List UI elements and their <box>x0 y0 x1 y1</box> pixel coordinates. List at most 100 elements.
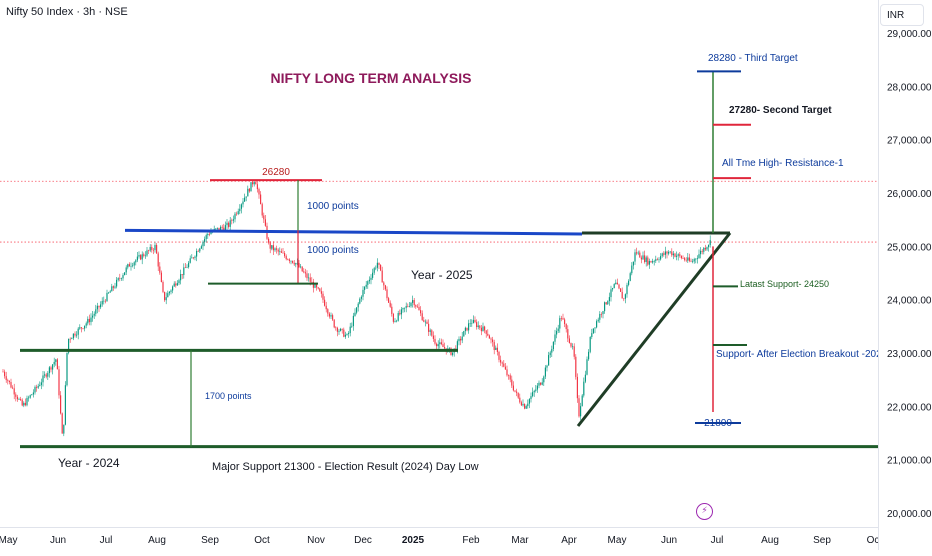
time-axis-ticks: May Jun Jul Aug Sep Oct Nov Dec 2025 Feb Mar Apr May… <box>0 535 879 546</box>
candle-body <box>53 361 55 365</box>
candle-body <box>340 328 342 331</box>
candle-body <box>308 277 310 279</box>
third-target-label: 28280 - Third Target <box>708 53 798 64</box>
candle-body <box>658 259 660 261</box>
candle-body <box>93 313 95 316</box>
candle-body <box>541 382 543 385</box>
currency-selector[interactable]: INR <box>880 4 924 26</box>
candle-body <box>434 338 436 344</box>
candle-body <box>50 367 52 370</box>
candle-body <box>135 260 137 263</box>
candle-body <box>92 315 94 318</box>
candle-body <box>440 342 442 345</box>
candle-body <box>589 337 591 352</box>
candle-body <box>698 254 700 259</box>
candle-body <box>159 266 161 273</box>
candle-body <box>248 188 250 192</box>
candle-body <box>312 281 314 288</box>
time-tick-label: 2025 <box>402 535 425 546</box>
candle-body <box>530 396 532 400</box>
candle-body <box>472 319 474 324</box>
time-tick-label: Mar <box>511 535 529 546</box>
candle-body <box>260 194 262 205</box>
candle-body <box>322 293 324 300</box>
candle-body <box>285 256 287 260</box>
candle-body <box>549 352 551 356</box>
candle-body <box>216 227 218 229</box>
candle-body <box>580 406 582 417</box>
candle-body <box>303 271 305 273</box>
candle-body <box>15 394 17 397</box>
candle-body <box>389 302 391 307</box>
price-axis[interactable]: 29,000.00 28,000.00 27,000.00 26,000.00 25,0… <box>878 0 932 550</box>
time-tick-label: Aug <box>761 535 779 546</box>
candle-body <box>508 375 510 376</box>
price-tick-label: 28,000.00 <box>887 82 932 93</box>
candle-body <box>626 284 628 295</box>
candle-body <box>122 275 124 279</box>
candle-body <box>8 380 10 383</box>
candle-body <box>232 219 234 221</box>
candle-body <box>45 374 47 377</box>
candle-body <box>231 220 233 221</box>
candle-body <box>317 287 319 289</box>
time-axis[interactable]: May Jun Jul Aug Sep Oct Nov Dec 2025 Feb Mar Apr May… <box>0 527 879 551</box>
candle-body <box>85 323 87 326</box>
candle-body <box>623 298 625 300</box>
candle-body <box>304 272 306 274</box>
candle-body <box>170 290 172 292</box>
latest-support-label: Latast Support- 24250 <box>740 279 829 289</box>
candle-body <box>431 330 433 336</box>
candle-body <box>421 313 423 321</box>
candle-body <box>397 313 399 321</box>
candle-body <box>663 253 665 255</box>
candle-body <box>29 395 31 398</box>
candle-body <box>37 385 39 388</box>
candle-body <box>410 302 412 307</box>
candle-body <box>372 272 374 278</box>
time-tick-label: Jun <box>661 535 677 546</box>
candle-body <box>468 323 470 331</box>
candle-body <box>356 307 358 313</box>
symbol-title[interactable]: Nifty 50 Index · 3h · NSE <box>6 6 128 18</box>
candle-body <box>512 385 514 391</box>
major-support-label: Major Support 21300 - Election Result (2… <box>212 461 479 473</box>
candle-body <box>469 323 471 324</box>
candle-body <box>474 319 476 323</box>
candle-body <box>488 335 490 339</box>
candle-body <box>10 382 12 388</box>
candle-body <box>384 285 386 290</box>
candle-body <box>237 211 239 215</box>
candle-body <box>368 279 370 282</box>
lightning-icon[interactable]: ⚡ <box>696 503 713 520</box>
candle-body <box>528 399 530 404</box>
candle-body <box>72 333 74 339</box>
candle-body <box>2 371 4 373</box>
candle-body <box>552 341 554 350</box>
candle-body <box>288 259 290 261</box>
candle-body <box>690 260 692 262</box>
candle-body <box>640 257 642 260</box>
candle-body <box>26 397 28 406</box>
candle-body <box>335 327 337 328</box>
candle-body <box>352 315 354 327</box>
candle-body <box>208 233 210 235</box>
candle-body <box>244 197 246 202</box>
candle-body <box>375 267 377 269</box>
candle-body <box>279 251 281 252</box>
candle-body <box>682 258 684 259</box>
candle-body <box>394 321 396 322</box>
candle-body <box>399 313 401 315</box>
candle-body <box>64 385 66 425</box>
candle-body <box>551 349 553 353</box>
candle-body <box>477 325 479 328</box>
candle-body <box>164 291 166 301</box>
candle-body <box>204 239 206 242</box>
candle-body <box>370 277 372 280</box>
candle-body <box>58 369 60 396</box>
candle-body <box>362 289 364 297</box>
candle-body <box>503 363 505 367</box>
candle-body <box>4 371 6 377</box>
candle-body <box>221 226 223 228</box>
candle-body <box>144 255 146 257</box>
